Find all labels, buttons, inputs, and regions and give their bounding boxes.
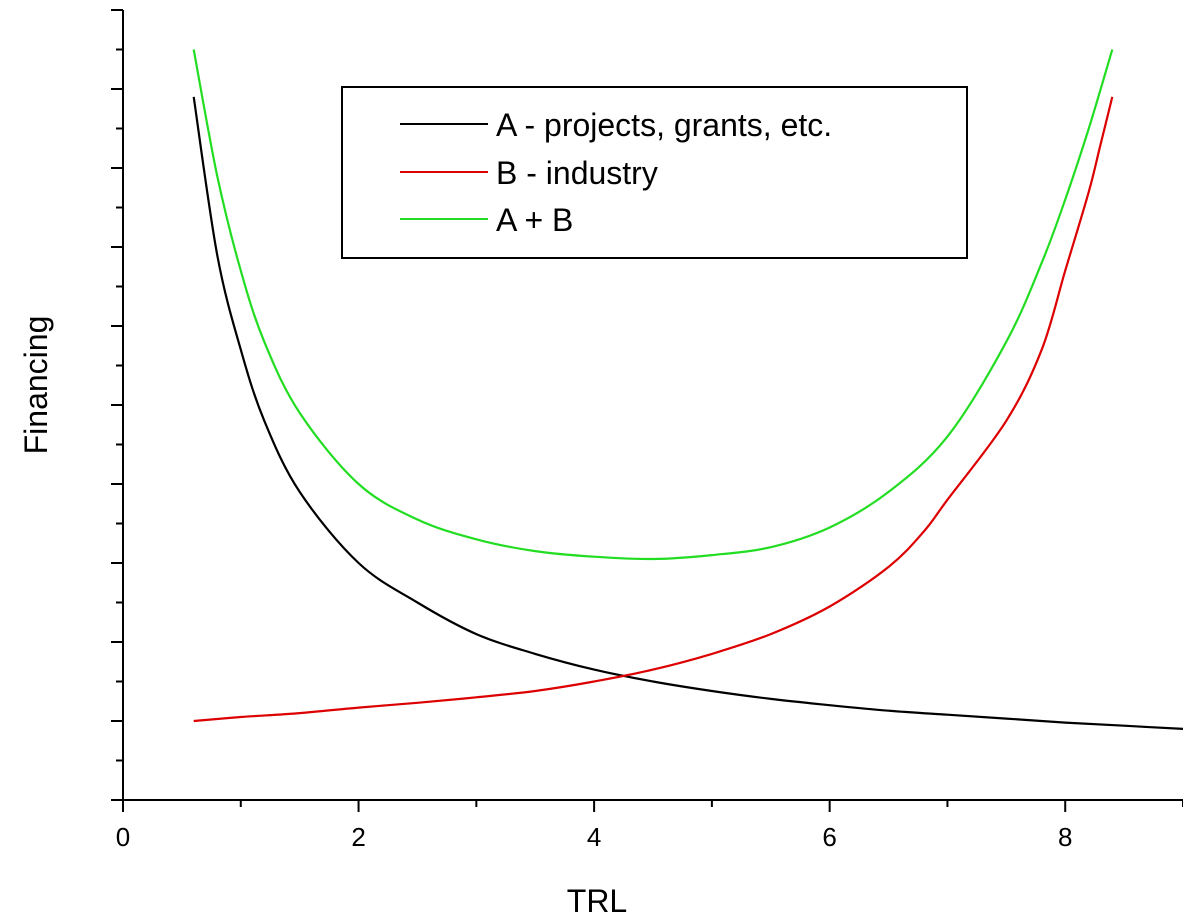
- legend-label-b: B - industry: [496, 155, 658, 191]
- ticks: 0 2 4 6 8: [111, 9, 1183, 852]
- series-line-ab: [192, 49, 1114, 561]
- x-tick-label: 6: [822, 822, 836, 852]
- series-line-a: [192, 96, 1183, 730]
- legend: A - projects, grants, etc. B - industry …: [341, 86, 968, 259]
- x-axis-title: TRL: [567, 883, 627, 919]
- series-line-b: [193, 96, 1114, 723]
- legend-label-ab: A + B: [496, 202, 573, 238]
- series-lines: [192, 49, 1183, 730]
- x-tick-label: 4: [587, 822, 601, 852]
- x-tick-label: 2: [351, 822, 365, 852]
- y-axis-title: Financing: [18, 316, 54, 455]
- x-tick-label: 0: [116, 822, 130, 852]
- x-tick-label: 8: [1058, 822, 1072, 852]
- legend-label-a: A - projects, grants, etc.: [496, 107, 832, 143]
